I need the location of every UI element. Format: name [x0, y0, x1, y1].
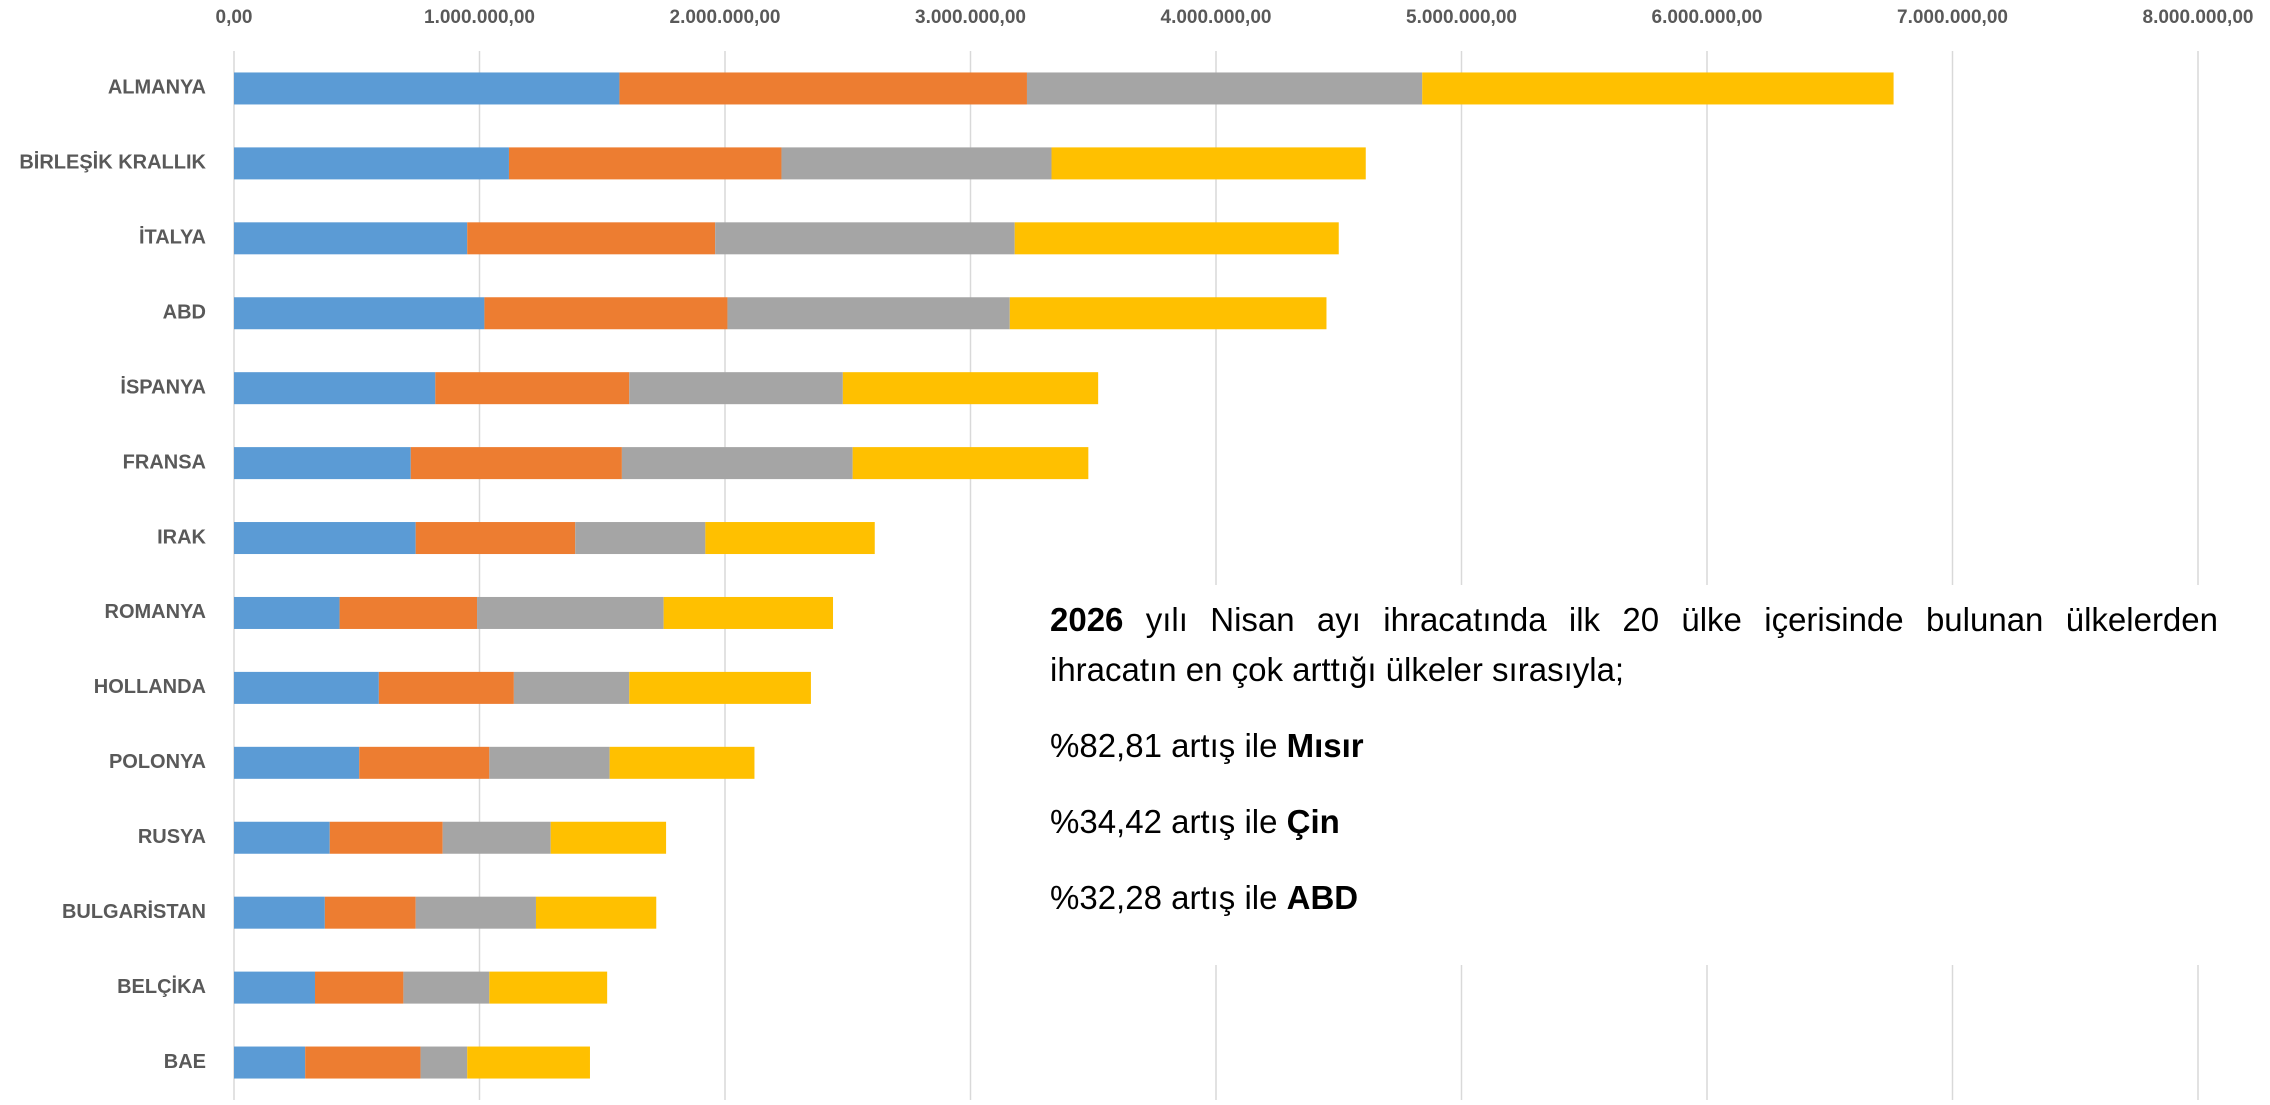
bar-segment [715, 222, 1015, 255]
x-tick-label: 2.000.000,00 [670, 7, 781, 28]
bar-segment [234, 147, 509, 180]
bar-segment [1009, 297, 1327, 330]
bar-segment [535, 896, 657, 929]
bar-segment [329, 821, 443, 854]
y-tick-label: FRANSA [123, 451, 206, 473]
y-tick-label: ABD [163, 302, 206, 324]
y-tick-label: IRAK [157, 526, 206, 548]
bar-segment [489, 746, 610, 779]
bar-segment [477, 596, 664, 629]
bar-segment [234, 1046, 306, 1079]
bar-segment [621, 447, 853, 480]
bar-segment [234, 746, 360, 779]
annotation-bold: Çin [1286, 803, 1340, 840]
annotation: 2026 yılı Nisan ayı ihracatında ilk 20 ü… [1030, 585, 2230, 965]
bar-segment [415, 522, 576, 555]
y-tick-label: BİRLEŞİK KRALLIK [19, 151, 206, 174]
bar-segment [234, 896, 325, 929]
bar-segment [663, 596, 834, 629]
bar-segment [234, 447, 411, 480]
annotation-text: %34,42 artış ile [1050, 803, 1287, 840]
bar-segment [513, 671, 630, 704]
bar-segment [410, 447, 622, 480]
bar-segment [629, 671, 811, 704]
y-tick-label: RUSYA [138, 826, 206, 848]
bar-segment [1051, 147, 1366, 180]
x-tick-label: 5.000.000,00 [1406, 7, 1517, 28]
bar-segment [420, 1046, 468, 1079]
x-tick-label: 1.000.000,00 [424, 7, 535, 28]
bar-segment [508, 147, 782, 180]
bar-segment [575, 522, 706, 555]
y-tick-label: İTALYA [139, 226, 206, 249]
bar-segment [467, 222, 716, 255]
bar-segment [234, 222, 468, 255]
annotation-bold: ABD [1286, 879, 1359, 916]
y-tick-label: BAE [164, 1051, 206, 1073]
bar-segment [1014, 222, 1339, 255]
bar-segment [489, 971, 608, 1004]
bar-segment [727, 297, 1010, 330]
bar-segment [550, 821, 667, 854]
annotation-line: %32,28 artış ile ABD [1050, 873, 2218, 923]
bar-segment [234, 821, 330, 854]
y-tick-label: BULGARİSTAN [62, 900, 206, 923]
annotation-text: %32,28 artış ile [1050, 879, 1287, 916]
bar-segment [234, 671, 379, 704]
y-tick-label: BELÇİKA [117, 975, 206, 998]
bar-segment [339, 596, 478, 629]
x-tick-label: 4.000.000,00 [1161, 7, 1272, 28]
bar-segment [842, 372, 1099, 405]
annotation-text: %82,81 artış ile [1050, 727, 1287, 764]
annotation-line: %82,81 artış ile Mısır [1050, 721, 2218, 771]
bar-segment [359, 746, 490, 779]
bar-segment [629, 372, 843, 405]
annotation-bold: 2026 [1050, 601, 1124, 638]
bar-segment [1026, 72, 1423, 105]
y-tick-label: İSPANYA [120, 375, 206, 398]
bar-segment [442, 821, 551, 854]
y-tick-label: POLONYA [109, 751, 206, 773]
bar-segment [403, 971, 490, 1004]
bar-segment [705, 522, 875, 555]
x-tick-label: 3.000.000,00 [915, 7, 1026, 28]
bar-segment [609, 746, 755, 779]
x-tick-label: 7.000.000,00 [1897, 7, 2008, 28]
y-tick-label: HOLLANDA [94, 676, 206, 698]
bar-segment [234, 522, 416, 555]
x-tick-label: 0,00 [216, 7, 253, 28]
x-tick-label: 6.000.000,00 [1652, 7, 1763, 28]
bar-segment [305, 1046, 421, 1079]
bar-segment [324, 896, 416, 929]
bar-segment [315, 971, 404, 1004]
bar-segment [234, 372, 436, 405]
bar-segment [378, 671, 514, 704]
bar-segment [467, 1046, 590, 1079]
annotation-bold: Mısır [1286, 727, 1364, 764]
y-tick-label: ROMANYA [105, 601, 207, 623]
bar-segment [1422, 72, 1894, 105]
x-tick-label: 8.000.000,00 [2143, 7, 2254, 28]
bar-segment [234, 72, 620, 105]
y-tick-label: ALMANYA [108, 77, 206, 99]
bar-segment [852, 447, 1089, 480]
annotation-text: yılı Nisan ayı ihracatında ilk 20 ülke i… [1050, 601, 2228, 688]
bar-segment [234, 971, 316, 1004]
annotation-line: %34,42 artış ile Çin [1050, 797, 2218, 847]
bar-segment [484, 297, 728, 330]
bar-segment [415, 896, 536, 929]
bar-segment [781, 147, 1052, 180]
annotation-paragraph: 2026 yılı Nisan ayı ihracatında ilk 20 ü… [1050, 595, 2218, 695]
bar-segment [234, 596, 340, 629]
bar-segment [619, 72, 1027, 105]
bar-segment [435, 372, 630, 405]
bar-segment [234, 297, 485, 330]
